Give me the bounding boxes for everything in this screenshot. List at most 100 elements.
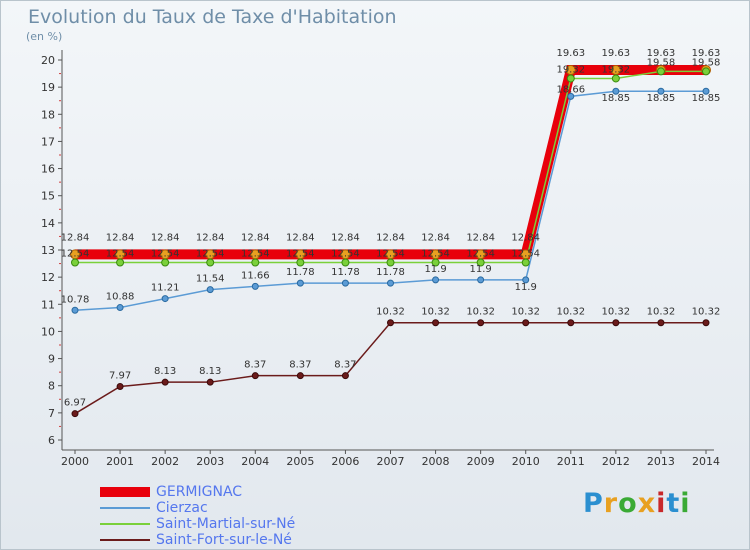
data-label: 11.78 xyxy=(331,267,360,278)
data-point xyxy=(477,319,485,327)
data-point xyxy=(702,319,710,327)
data-label: 10.78 xyxy=(61,294,90,305)
x-tick-label: 2000 xyxy=(61,455,89,468)
data-label: 10.88 xyxy=(106,292,135,303)
data-label: 12.54 xyxy=(511,248,540,259)
data-label: 11.9 xyxy=(515,282,537,293)
data-point xyxy=(387,319,394,327)
data-point xyxy=(161,378,169,386)
data-label: 7.97 xyxy=(109,371,131,382)
legend-swatch-saint-martial xyxy=(100,523,150,525)
data-point xyxy=(161,258,170,267)
data-point xyxy=(657,87,665,95)
data-point xyxy=(612,87,620,95)
x-tick-label: 2004 xyxy=(241,455,269,468)
data-point xyxy=(657,319,665,327)
y-tick-label: 10 xyxy=(41,325,55,338)
data-label: 19.63 xyxy=(556,48,585,59)
data-label: 19.58 xyxy=(692,57,721,68)
data-label: 12.84 xyxy=(151,232,180,243)
logo-letter: o xyxy=(618,488,638,519)
x-tick-label: 2012 xyxy=(602,455,630,468)
data-label: 12.54 xyxy=(376,248,405,259)
data-label: 8.13 xyxy=(199,366,221,377)
data-point xyxy=(477,276,485,284)
legend-label-germignac: GERMIGNAC xyxy=(156,484,243,500)
x-tick-label: 2002 xyxy=(151,455,179,468)
data-label: 8.37 xyxy=(289,360,311,371)
x-tick-label: 2001 xyxy=(106,455,134,468)
data-point xyxy=(341,258,350,267)
data-label: 10.32 xyxy=(466,307,495,318)
data-label: 10.32 xyxy=(602,307,631,318)
chart-subtitle: (en %) xyxy=(26,30,63,43)
x-tick-label: 2011 xyxy=(557,455,585,468)
x-tick-label: 2007 xyxy=(377,455,405,468)
data-point xyxy=(251,282,259,290)
logo-letter: x xyxy=(637,488,657,519)
logo-letter: r xyxy=(603,488,619,519)
data-label: 11.9 xyxy=(470,264,492,275)
data-point xyxy=(251,258,260,267)
legend-label-saint-fort: Saint-Fort-sur-le-Né xyxy=(156,532,292,548)
y-tick-label: 20 xyxy=(41,54,55,67)
data-point xyxy=(656,67,665,76)
legend-swatch-cierzac xyxy=(100,507,150,509)
data-point xyxy=(296,258,305,267)
x-tick-label: 2010 xyxy=(512,455,540,468)
data-point xyxy=(431,258,440,267)
data-point xyxy=(476,258,485,267)
data-point xyxy=(432,319,440,327)
data-point xyxy=(702,67,710,76)
data-label: 12.54 xyxy=(106,248,135,259)
data-label: 10.32 xyxy=(511,307,540,318)
data-label: 19.63 xyxy=(602,48,631,59)
data-label: 12.54 xyxy=(286,248,315,259)
x-tick-label: 2009 xyxy=(467,455,495,468)
data-point xyxy=(566,74,575,83)
data-label: 12.54 xyxy=(466,248,495,259)
data-label: 11.21 xyxy=(151,283,180,294)
data-point xyxy=(296,372,304,380)
data-point xyxy=(71,306,79,314)
data-label: 18.85 xyxy=(692,93,721,104)
data-label: 19.63 xyxy=(647,48,676,59)
data-point xyxy=(161,295,169,303)
legend-label-saint-martial: Saint-Martial-sur-Né xyxy=(156,516,296,532)
data-label: 18.66 xyxy=(556,84,585,95)
y-tick-label: 8 xyxy=(48,380,55,393)
logo-letter: t xyxy=(666,488,681,519)
data-label: 18.85 xyxy=(647,93,676,104)
data-label: 12.84 xyxy=(331,232,360,243)
data-label: 12.54 xyxy=(151,248,180,259)
data-label: 12.54 xyxy=(421,248,450,259)
data-label: 12.84 xyxy=(241,232,270,243)
x-tick-label: 2014 xyxy=(692,455,720,468)
data-label: 10.32 xyxy=(556,307,585,318)
data-label: 12.84 xyxy=(196,232,225,243)
y-tick-label: 9 xyxy=(48,353,55,366)
data-label: 19.58 xyxy=(647,57,676,68)
legend-item-cierzac: Cierzac xyxy=(100,500,295,516)
data-point xyxy=(71,258,79,267)
data-point xyxy=(521,258,530,267)
x-tick-label: 2005 xyxy=(286,455,314,468)
data-label: 12.54 xyxy=(331,248,360,259)
data-point xyxy=(522,319,530,327)
data-point xyxy=(611,74,620,83)
data-label: 8.37 xyxy=(334,360,356,371)
data-point xyxy=(116,258,125,267)
data-label: 12.84 xyxy=(376,232,405,243)
data-point xyxy=(341,279,349,287)
data-point xyxy=(206,378,214,386)
data-label: 10.32 xyxy=(376,307,405,318)
data-label: 10.32 xyxy=(421,307,450,318)
data-label: 8.37 xyxy=(244,360,266,371)
data-label: 10.32 xyxy=(647,307,676,318)
data-label: 11.9 xyxy=(424,264,446,275)
data-label: 19.32 xyxy=(556,64,585,75)
data-label: 10.32 xyxy=(692,307,721,318)
data-point xyxy=(206,258,215,267)
data-label: 6.97 xyxy=(64,398,86,409)
data-point xyxy=(567,319,575,327)
